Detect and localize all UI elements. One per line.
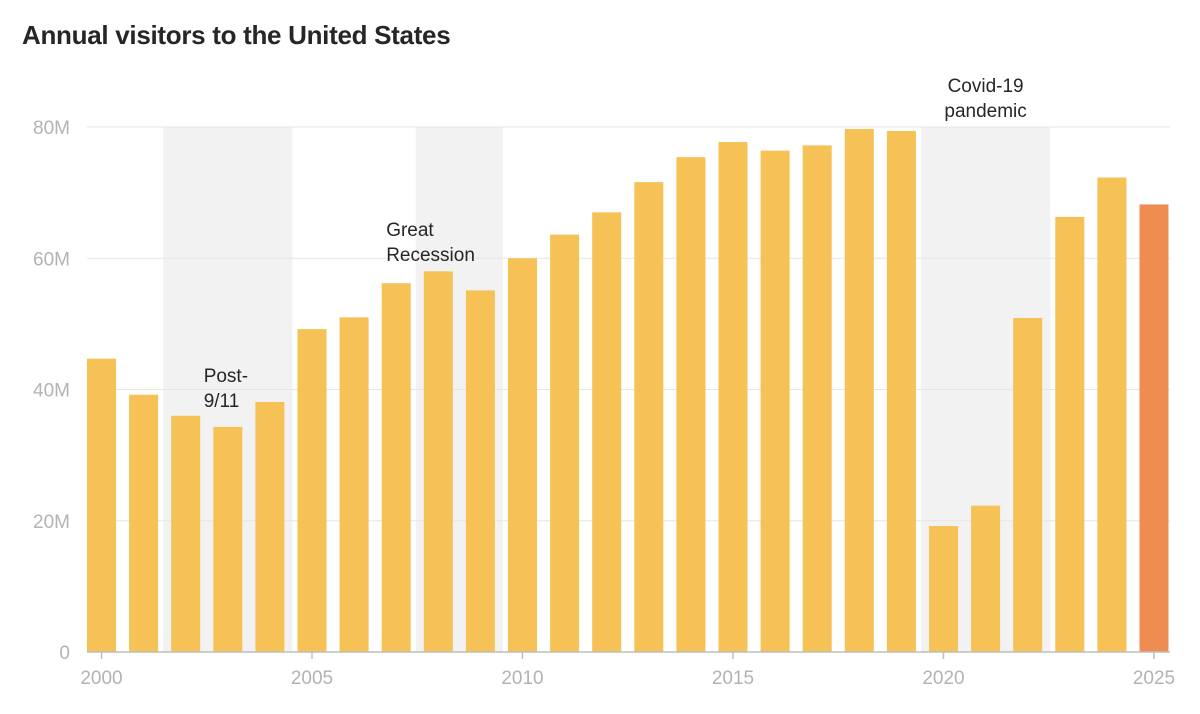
- bar: [1139, 204, 1169, 652]
- bar: [550, 234, 580, 652]
- bar: [718, 142, 748, 652]
- bar: [171, 415, 201, 652]
- y-tick-label: 40M: [33, 381, 70, 402]
- x-tick-label: 2025: [1133, 668, 1175, 689]
- x-tick-label: 2020: [922, 668, 964, 689]
- x-tick-label: 2010: [501, 668, 543, 689]
- bar: [802, 145, 832, 652]
- bar: [255, 401, 285, 652]
- bar: [676, 157, 706, 652]
- x-tick-label: 2015: [712, 668, 754, 689]
- bar: [87, 358, 116, 652]
- bar: [1013, 317, 1043, 652]
- annotation-label: 9/11: [204, 391, 240, 412]
- bar: [634, 182, 664, 652]
- x-tick-label: 2000: [80, 668, 122, 689]
- y-tick-label: 60M: [33, 249, 70, 270]
- bar: [339, 317, 369, 652]
- bar: [844, 128, 874, 652]
- bar: [465, 290, 495, 652]
- bar: [592, 212, 622, 652]
- bar: [1097, 177, 1127, 652]
- y-tick-label: 80M: [33, 118, 70, 139]
- x-tick-label: 2005: [291, 668, 333, 689]
- bar: [297, 329, 327, 652]
- bar: [129, 394, 159, 652]
- chart-title: Annual visitors to the United States: [22, 20, 451, 50]
- bar: [213, 426, 243, 652]
- bar: [760, 150, 790, 652]
- y-tick-label: 0: [59, 643, 70, 664]
- annotation-label: Covid-19: [948, 76, 1024, 97]
- bar: [929, 526, 958, 652]
- bar: [381, 283, 411, 652]
- bar: [886, 130, 916, 652]
- y-tick-label: 20M: [33, 512, 70, 533]
- bar: [508, 258, 537, 652]
- annotation-label: Post-: [204, 366, 248, 387]
- annotation-label: Recession: [386, 245, 475, 266]
- bar: [1055, 216, 1085, 652]
- bar: [971, 505, 1001, 652]
- annotation-label: Great: [386, 220, 434, 241]
- bar: [423, 271, 453, 652]
- annotation-label: pandemic: [944, 101, 1026, 122]
